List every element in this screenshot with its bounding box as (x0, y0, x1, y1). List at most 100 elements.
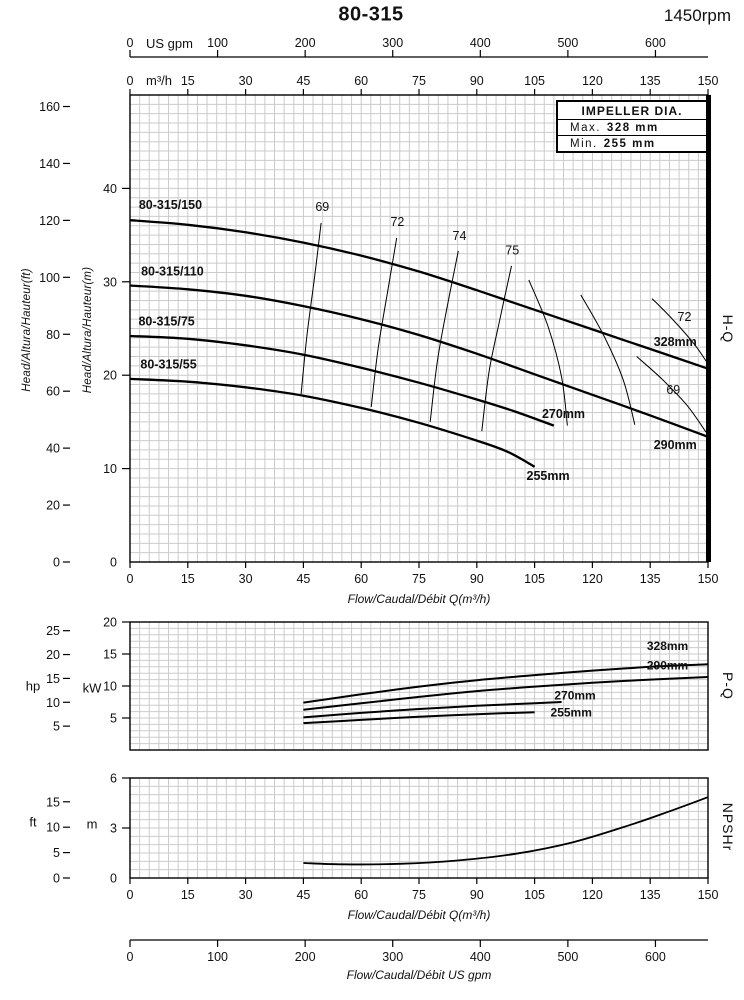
hq-x-tick-label: 0 (127, 572, 134, 586)
rpm-label: 1450rpm (663, 6, 731, 25)
hq-grid (129, 94, 709, 563)
hq-dia-label-270mm: 270mm (542, 407, 585, 421)
pq-hp-tick-label: 10 (46, 696, 60, 710)
hq-efficiency-contour (580, 294, 636, 425)
hq-dia-label-290mm: 290mm (654, 438, 697, 452)
hq-efficiency-label: 69 (315, 200, 329, 214)
pq-curve-270mm (303, 701, 562, 719)
hq-right-heavy-border (706, 95, 711, 562)
top-gpm-tick-label: 300 (382, 36, 403, 50)
pq-dia-label-328mm: 328mm (647, 639, 688, 653)
npsh-x-tick-label: 60 (354, 888, 368, 902)
npsh-x-tick-label: 75 (412, 888, 426, 902)
pq-yaxis-kw-title: kW (82, 680, 102, 696)
hq-yaxis-ft-title: Head/Altura/Hauteur(ft) (21, 268, 33, 392)
npsh-x-tick-label: 90 (470, 888, 484, 902)
hq-x-tick-label: 45 (296, 572, 310, 586)
top-m3h-tick-label: 105 (524, 74, 545, 88)
bottom-gpm-tick-label: 500 (557, 950, 578, 964)
hq-x-tick-label: 135 (640, 572, 661, 586)
npsh-ft-tick-label: 10 (46, 821, 60, 835)
top-m3h-tick-label: 30 (239, 74, 253, 88)
hq-x-tick-label: 30 (239, 572, 253, 586)
npsh-x-tick-label: 105 (524, 888, 545, 902)
hq-ft-tick-label: 100 (39, 271, 60, 285)
top-gpm-tick-label: 400 (470, 36, 491, 50)
hq-curve-270mm (129, 334, 555, 427)
top-m3h-tick-label: 150 (698, 74, 719, 88)
npsh-x-tick-label: 120 (582, 888, 603, 902)
npsh-ft-tick-label: 15 (46, 795, 60, 809)
hq-ft-tick-label: 140 (39, 157, 60, 171)
hq-efficiency-contour (370, 237, 398, 408)
npsh-x-tick-label: 150 (698, 888, 719, 902)
bottom-gpm-tick-label: 400 (470, 950, 491, 964)
hq-efficiency-contour (481, 265, 512, 432)
pq-kw-tick-label: 15 (103, 648, 117, 662)
hq-m-tick-label: 40 (103, 182, 117, 196)
npsh-m-tick-label: 3 (110, 822, 117, 836)
hq-ft-tick-label: 40 (46, 442, 60, 456)
hq-x-tick-label: 60 (354, 572, 368, 586)
hq-model-label-270mm: 80-315/75 (138, 315, 194, 329)
npsh-curve (303, 796, 709, 866)
hq-dia-label-255mm: 255mm (527, 469, 570, 483)
hq-efficiency-label: 74 (453, 229, 467, 243)
hq-x-tick-label: 15 (181, 572, 195, 586)
npsh-xaxis-title: Flow/Caudal/Débit Q(m³/h) (347, 908, 491, 922)
npsh-yaxis-m-title: m (86, 816, 98, 832)
bottom-gpm-axis-title: Flow/Caudal/Débit US gpm (346, 968, 492, 982)
top-m3h-tick-label: 75 (412, 74, 426, 88)
npsh-ft-tick-label: 0 (53, 872, 60, 886)
pq-yaxis-hp-title: hp (25, 678, 41, 694)
pq-frame (129, 621, 709, 751)
top-m3h-tick-label: 0 (127, 74, 134, 88)
impeller-dia-title: IMPELLER DIA. (558, 102, 706, 120)
pq-dia-label-290mm: 290mm (647, 658, 688, 672)
hq-curve-290mm (129, 284, 709, 438)
pq-kw-tick-label: 5 (110, 712, 117, 726)
hq-model-label-255mm: 80-315/55 (140, 358, 196, 372)
hq-ft-tick-label: 80 (46, 328, 60, 342)
npsh-x-tick-label: 45 (296, 888, 310, 902)
top-gpm-tick-label: 100 (207, 36, 228, 50)
hq-efficiency-contour (429, 250, 459, 422)
npsh-m-tick-label: 0 (110, 872, 117, 886)
hq-efficiency-label: 69 (666, 383, 680, 397)
top-gpm-tick-label: 500 (557, 36, 578, 50)
top-m3h-tick-label: 90 (470, 74, 484, 88)
pq-dia-label-255mm: 255mm (551, 706, 592, 720)
npsh-x-tick-label: 135 (640, 888, 661, 902)
top-gpm-tick-label: 0 (127, 36, 134, 50)
hq-yaxis-m-title: Head/Altura/Hauteur(m) (82, 266, 94, 394)
impeller-max-label: Max. (570, 122, 601, 134)
hq-x-tick-label: 90 (470, 572, 484, 586)
pq-grid (129, 621, 709, 751)
bottom-gpm-tick-label: 600 (645, 950, 666, 964)
top-gpm-tick-label: 600 (645, 36, 666, 50)
hq-m-tick-label: 10 (103, 462, 117, 476)
hq-x-tick-label: 120 (582, 572, 603, 586)
top-m3h-unit-label: m³/h (146, 73, 172, 88)
pq-hp-tick-label: 15 (46, 672, 60, 686)
bottom-gpm-tick-label: 0 (127, 950, 134, 964)
hq-dia-label-328mm: 328mm (654, 335, 697, 349)
pq-kw-tick-label: 20 (103, 616, 117, 630)
top-m3h-tick-label: 15 (181, 74, 195, 88)
hq-efficiency-contour (636, 356, 707, 433)
impeller-min-value: 255 mm (603, 138, 656, 150)
hq-ft-tick-label: 60 (46, 385, 60, 399)
npshr-section-label: NPSHr (720, 802, 736, 852)
pq-hp-tick-label: 20 (46, 648, 60, 662)
pq-dia-label-270mm: 270mm (554, 688, 595, 702)
npsh-yaxis-ft-title: ft (29, 814, 37, 830)
page-title: 80-315 (338, 3, 404, 26)
top-m3h-tick-label: 60 (354, 74, 368, 88)
npsh-x-tick-label: 0 (127, 888, 134, 902)
impeller-min-row: Min. 255 mm (558, 135, 706, 151)
npsh-ft-tick-label: 5 (53, 846, 60, 860)
impeller-max-row: Max. 328 mm (558, 120, 706, 135)
top-usgpm-unit-label: US gpm (146, 36, 193, 51)
